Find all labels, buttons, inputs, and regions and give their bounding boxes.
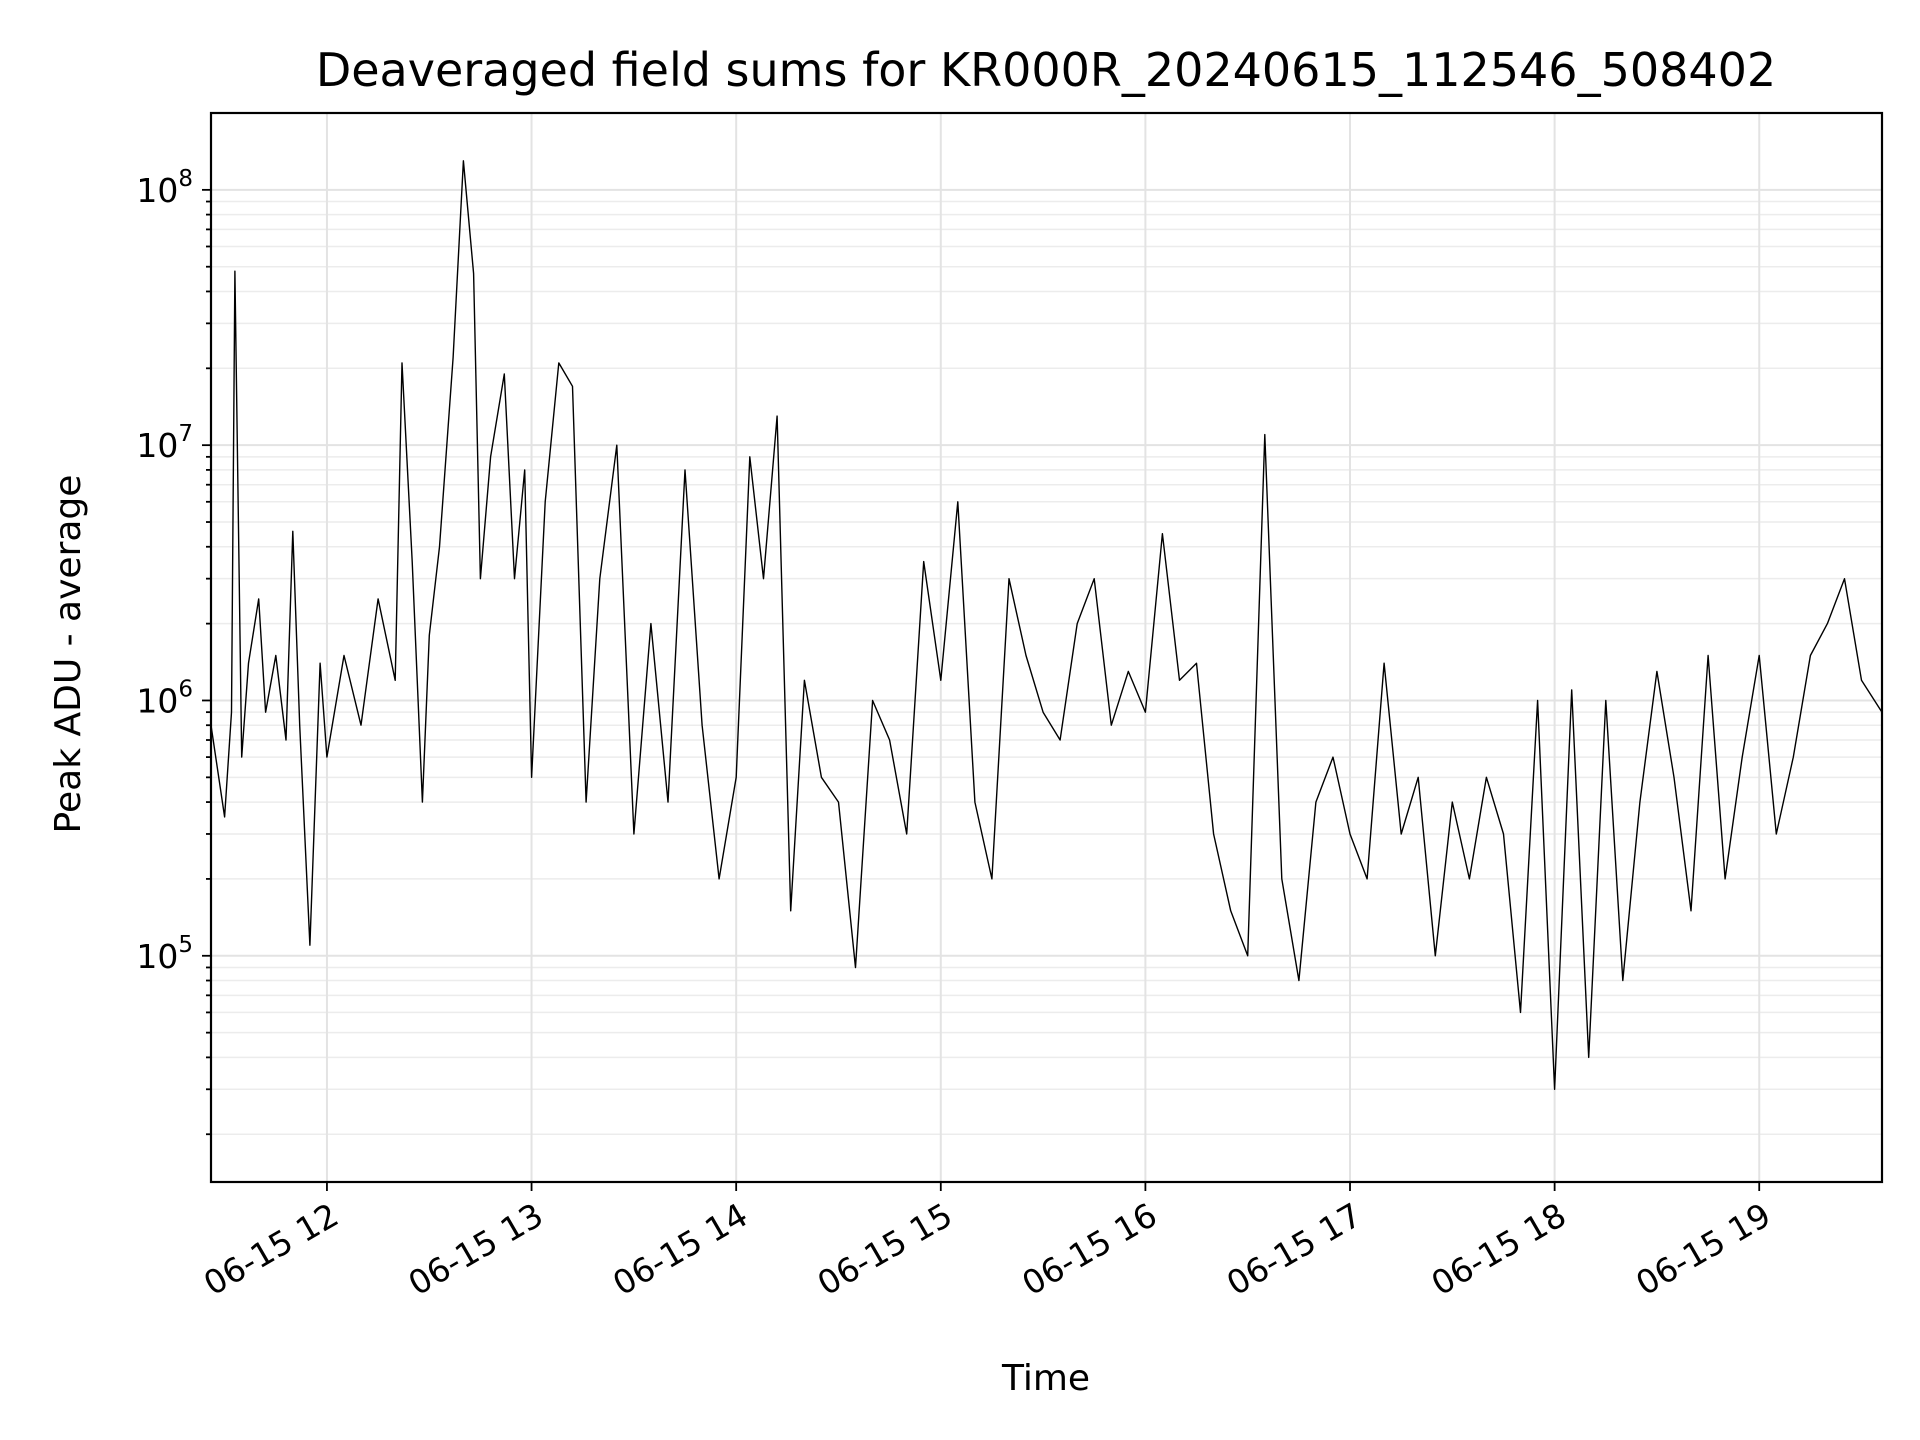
x-tick-label: 06-15 16 (1015, 1195, 1163, 1303)
y-tick-label: 108 (136, 166, 193, 210)
x-tick-label: 06-15 19 (1629, 1195, 1777, 1303)
x-tick-label: 06-15 18 (1425, 1195, 1573, 1303)
x-tick-label: 06-15 14 (606, 1195, 754, 1303)
plot-frame (209, 111, 1884, 1184)
x-axis-label: Time (1001, 1358, 1090, 1399)
x-tick-label: 06-15 17 (1220, 1195, 1368, 1303)
chart-title: Deaveraged field sums for KR000R_2024061… (316, 43, 1776, 97)
y-tick-label: 106 (136, 676, 193, 720)
x-tick-label: 06-15 15 (811, 1195, 959, 1303)
x-tick-label: 06-15 12 (197, 1195, 345, 1303)
ticks-layer: 105 106 107 108 06-15 12 06-15 13 06-15 14 06-1… (136, 166, 1777, 1303)
y-tick-label: 105 (136, 932, 193, 976)
y-tick-label: 107 (136, 421, 193, 465)
x-tick-label: 06-15 13 (402, 1195, 550, 1303)
series-line (210, 160, 1883, 1091)
grid-layer (211, 113, 1882, 1182)
y-axis-label: Peak ADU - average (48, 475, 89, 834)
